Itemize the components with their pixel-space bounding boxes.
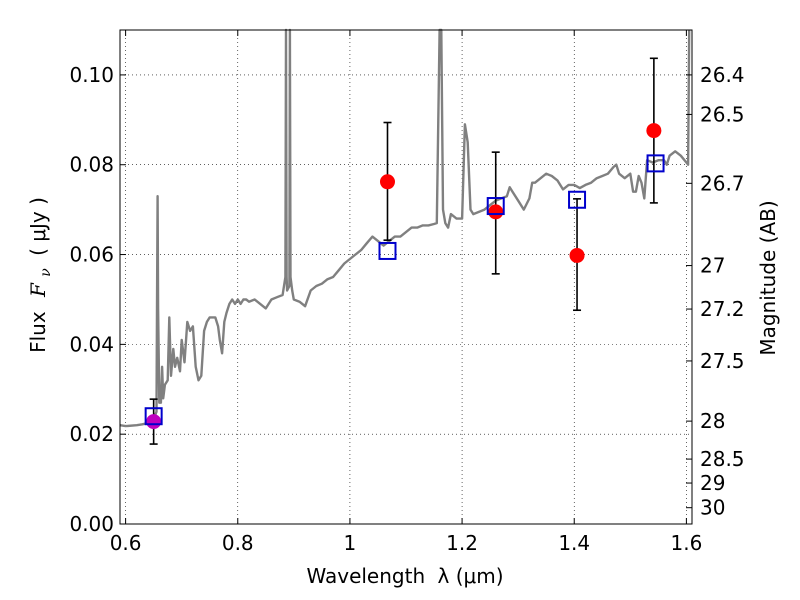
data-points-layer (144, 57, 665, 445)
observed-flux-point (569, 247, 585, 263)
y-axis-ticks: 0.00 0.02 0.04 0.06 0.08 0.10 (69, 63, 126, 536)
x-tick-label: 0.6 (110, 531, 142, 555)
model-flux-square (568, 190, 587, 209)
y2-tick-label: 28.5 (700, 447, 745, 471)
x-axis-ticks: 0.6 0.8 1 1.2 1.4 1.6 (110, 30, 702, 555)
model-flux-square (646, 154, 665, 173)
model-flux-square (144, 407, 163, 426)
y-tick-label: 0.02 (69, 422, 114, 446)
observed-flux-point (646, 123, 662, 139)
spectrum-line (119, 28, 691, 428)
y-tick-label: 0.08 (69, 153, 114, 177)
x-tick-label: 1 (344, 531, 357, 555)
y-tick-label: 0.00 (69, 512, 114, 536)
x-tick-label: 0.8 (222, 531, 254, 555)
y-axis-label: Flux F ν ( μJy ) (26, 197, 55, 353)
y-tick-label: 0.10 (69, 63, 114, 87)
y2-tick-label: 28 (700, 409, 725, 433)
spectrum-layer (119, 28, 691, 428)
y2-tick-label: 26.7 (700, 171, 745, 195)
x-axis-label: Wavelength λ (μm) (306, 564, 503, 588)
x-tick-label: 1.2 (446, 531, 478, 555)
model-flux-square (486, 197, 505, 216)
y2-tick-label: 26.4 (700, 63, 745, 87)
observed-flux-point (146, 414, 162, 430)
y2-tick-label: 30 (700, 496, 725, 520)
grid-lines (120, 30, 692, 524)
y2-tick-label: 29 (700, 471, 725, 495)
y2-tick-label: 26.5 (700, 102, 745, 126)
y-tick-label: 0.04 (69, 332, 114, 356)
y2-axis-label: Magnitude (AB) (756, 200, 780, 355)
x-tick-label: 1.4 (558, 531, 590, 555)
y2-tick-label: 27.2 (700, 297, 745, 321)
y2-tick-label: 27.5 (700, 349, 745, 373)
observed-flux-point (488, 204, 504, 220)
observed-flux-point (379, 174, 395, 190)
y-tick-label: 0.06 (69, 243, 114, 267)
x-tick-label: 1.6 (670, 531, 702, 555)
model-flux-square (378, 241, 397, 260)
y2-tick-label: 27 (700, 254, 725, 278)
plot-frame (119, 29, 693, 525)
